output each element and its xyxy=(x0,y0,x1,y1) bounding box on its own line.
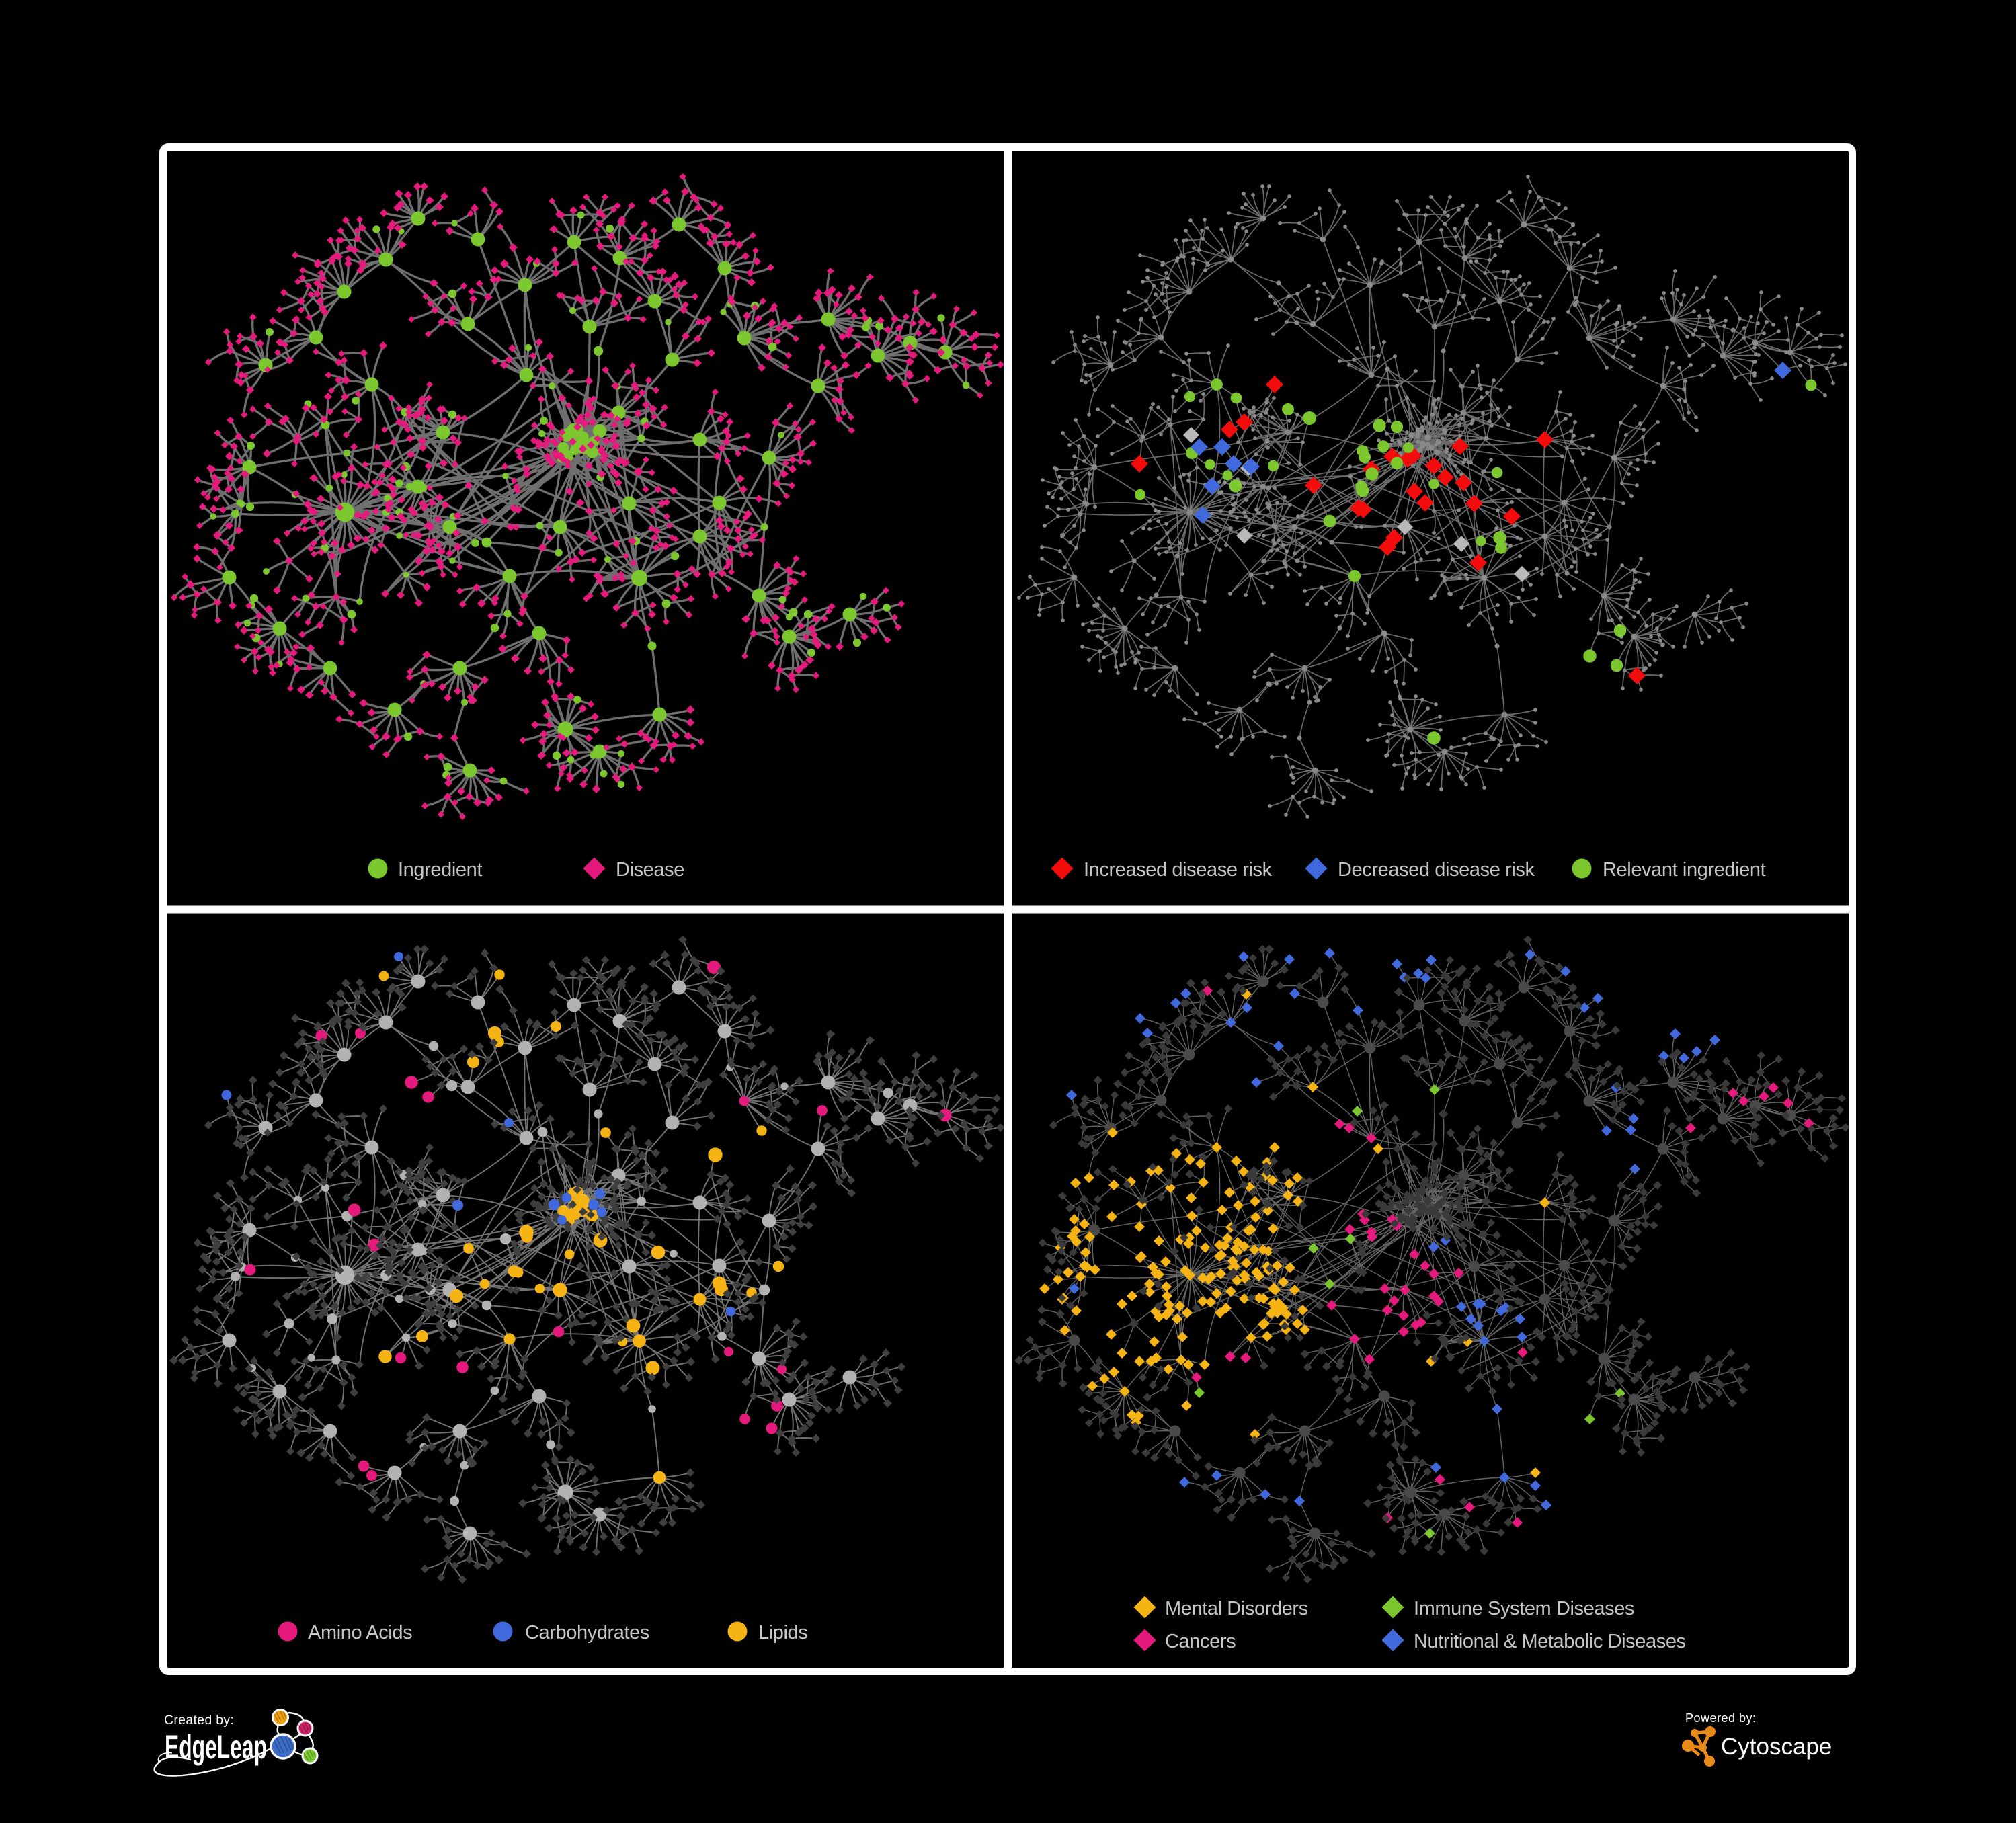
svg-text:EdgeLeap: EdgeLeap xyxy=(165,1728,267,1766)
svg-text:Disease: Disease xyxy=(616,859,684,881)
svg-text:Cancers: Cancers xyxy=(1165,1631,1236,1652)
svg-text:Nutritional & Metabolic Diseas: Nutritional & Metabolic Diseases xyxy=(1414,1631,1686,1652)
svg-text:Created by:: Created by: xyxy=(164,1713,234,1728)
svg-text:Mental Disorders: Mental Disorders xyxy=(1165,1598,1308,1619)
svg-text:Ingredient: Ingredient xyxy=(398,859,482,881)
svg-text:Increased disease risk: Increased disease risk xyxy=(1084,859,1273,881)
svg-text:Carbohydrates: Carbohydrates xyxy=(525,1622,649,1644)
svg-text:Amino Acids: Amino Acids xyxy=(308,1622,412,1644)
svg-text:Cytoscape: Cytoscape xyxy=(1721,1734,1832,1760)
svg-text:Relevant ingredient: Relevant ingredient xyxy=(1603,859,1766,881)
svg-text:Decreased disease risk: Decreased disease risk xyxy=(1338,859,1535,881)
svg-text:Lipids: Lipids xyxy=(758,1622,807,1644)
svg-text:Powered by:: Powered by: xyxy=(1685,1711,1757,1725)
svg-text:Immune System Diseases: Immune System Diseases xyxy=(1414,1598,1634,1619)
